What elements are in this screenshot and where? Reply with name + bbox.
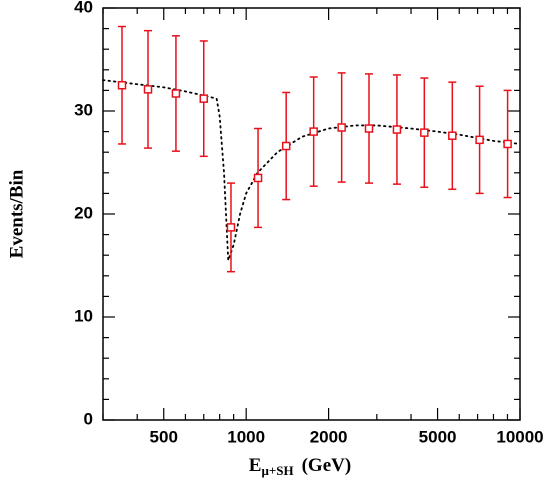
plot-frame <box>102 7 521 421</box>
x-label-unit: (GeV) <box>302 455 352 476</box>
y-tick-label: 10 <box>74 306 93 325</box>
y-tick-label: 20 <box>74 203 93 222</box>
curve <box>102 79 521 261</box>
x-tick-label: 10000 <box>496 427 543 446</box>
data-point <box>253 173 263 183</box>
y-tick-label: 30 <box>74 100 93 119</box>
data-point <box>337 123 346 132</box>
data-point <box>503 139 512 149</box>
data-point <box>226 223 236 232</box>
x-tick-label: 5000 <box>419 427 457 446</box>
x-tick-label: 1000 <box>227 427 265 446</box>
data-point <box>199 94 209 103</box>
data-point <box>143 85 153 94</box>
data-point <box>309 127 318 136</box>
x-axis-label: Eμ+SH (GeV) <box>249 455 351 478</box>
data-point <box>117 81 127 90</box>
data-point <box>364 124 374 133</box>
y-tick-label: 0 <box>84 409 93 428</box>
data-point <box>392 125 402 134</box>
y-tick-label: 40 <box>74 0 93 16</box>
x-tick-label: 2000 <box>310 427 348 446</box>
x-label-subscript: μ+SH <box>261 463 293 478</box>
data-point <box>281 141 291 151</box>
data-point <box>171 89 181 98</box>
data-point <box>475 135 484 145</box>
x-tick-label: 500 <box>150 427 178 446</box>
data-point <box>420 128 429 137</box>
data-point <box>448 131 457 140</box>
x-label-main: E <box>249 455 262 476</box>
y-axis-label: Events/Bin <box>6 169 27 258</box>
